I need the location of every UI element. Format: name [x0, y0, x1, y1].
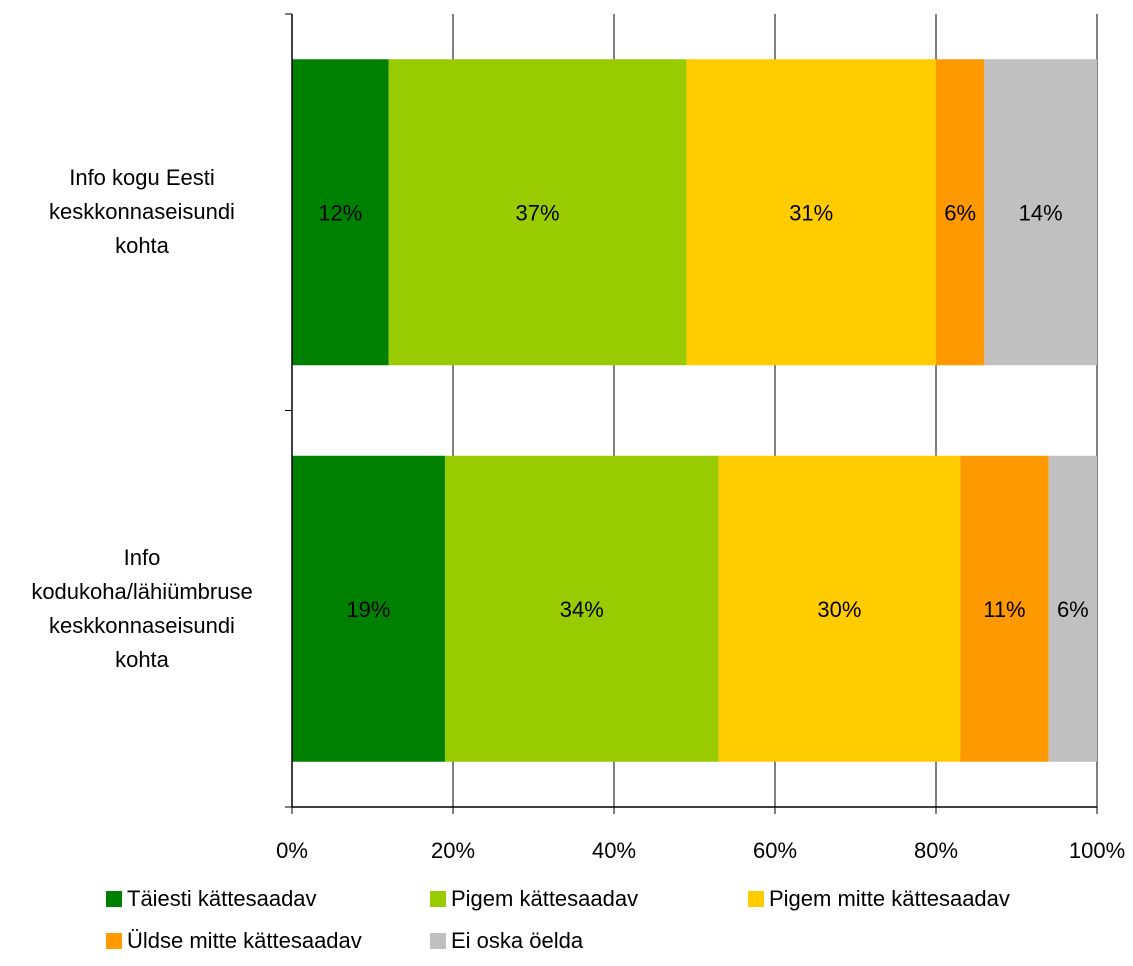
legend-swatch: [430, 891, 446, 907]
legend-swatch: [430, 933, 446, 949]
bar-segment: [718, 455, 961, 762]
bar-segment: [960, 455, 1049, 762]
bar-segment: [936, 59, 985, 366]
bar-segment: [444, 455, 719, 762]
category-label: Info kodukoha/lähiümbruse keskkonnaseisund…: [12, 541, 272, 677]
legend-label: Pigem kättesaadav: [451, 886, 639, 911]
data-label: 14%: [1019, 200, 1063, 225]
data-label: 6%: [944, 200, 976, 225]
data-label: 19%: [346, 597, 390, 622]
legend-item: Pigem mitte kättesaadav: [748, 886, 1010, 912]
legend-swatch: [106, 891, 122, 907]
bar-segment: [686, 59, 936, 366]
category-label: Info kogu Eesti keskkonnaseisundi kohta: [12, 161, 272, 263]
x-tick-label: 40%: [592, 838, 636, 863]
category-label-line: kodukoha/lähiümbruse: [31, 578, 253, 604]
data-label: 30%: [817, 597, 861, 622]
data-label: 12%: [318, 200, 362, 225]
x-tick-label: 0%: [276, 838, 308, 863]
legend-item: Ei oska öelda: [430, 928, 583, 954]
category-label-line: keskkonnaseisundi: [49, 612, 235, 638]
x-tick-label: 20%: [431, 838, 475, 863]
category-label-line: keskkonnaseisundi: [49, 199, 235, 225]
bar-segment: [1048, 455, 1097, 762]
category-label-line: Info kogu Eesti: [69, 165, 215, 191]
legend-label: Täiesti kättesaadav: [127, 886, 317, 911]
legend-label: Pigem mitte kättesaadav: [769, 886, 1010, 911]
category-label-line: Info: [123, 544, 161, 570]
legend-item: Üldse mitte kättesaadav: [106, 928, 362, 954]
data-label: 31%: [789, 200, 833, 225]
data-label: 11%: [983, 597, 1025, 622]
legend-swatch: [748, 891, 764, 907]
bar-segment: [292, 455, 445, 762]
x-tick-label: 80%: [914, 838, 958, 863]
legend-item: Pigem kättesaadav: [430, 886, 638, 912]
legend-label: Üldse mitte kättesaadav: [127, 928, 362, 953]
bar-segment: [984, 59, 1097, 366]
bar-segment: [292, 59, 389, 366]
data-label: 37%: [516, 200, 560, 225]
category-label-line: kohta: [115, 233, 169, 259]
legend-swatch: [106, 933, 122, 949]
data-label: 34%: [560, 597, 604, 622]
x-tick-label: 60%: [753, 838, 797, 863]
data-label: 6%: [1057, 597, 1089, 622]
legend-item: Täiesti kättesaadav: [106, 886, 317, 912]
category-label-line: kohta: [115, 646, 169, 672]
bar-segment: [388, 59, 687, 366]
legend-label: Ei oska öelda: [451, 928, 584, 953]
x-tick-label: 100%: [1069, 838, 1125, 863]
